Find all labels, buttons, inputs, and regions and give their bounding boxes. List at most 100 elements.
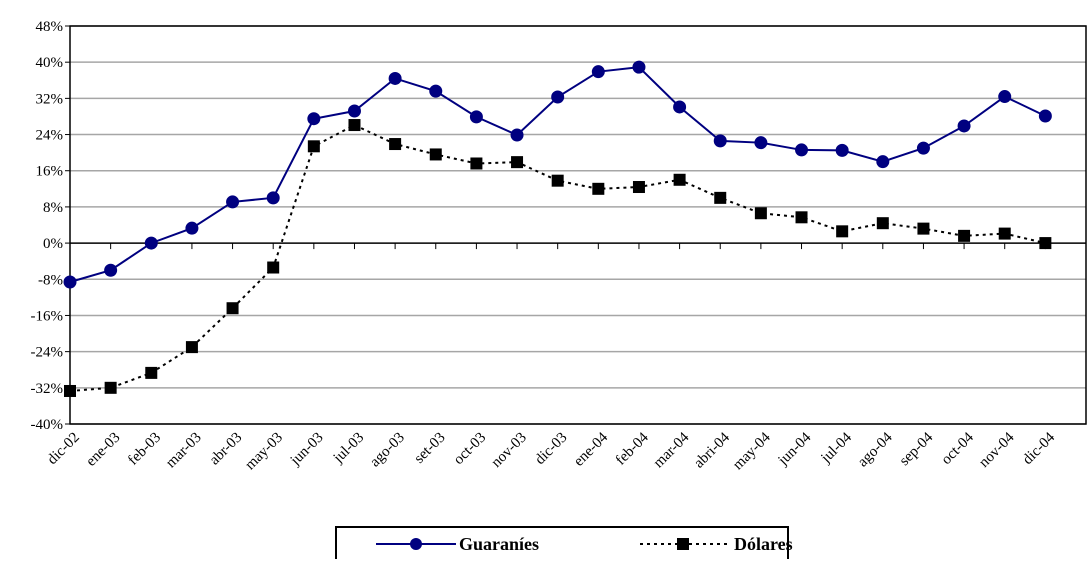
data-point xyxy=(347,104,361,118)
data-point xyxy=(185,221,199,235)
axes xyxy=(65,25,1087,425)
x-tick-label: jun-03 xyxy=(287,430,327,470)
data-point xyxy=(63,275,77,289)
y-tick-label: 32% xyxy=(36,91,64,107)
plot-frame xyxy=(69,25,1087,425)
data-point xyxy=(836,225,849,238)
data-point xyxy=(714,191,727,204)
x-tick-label: jul-03 xyxy=(330,430,367,467)
data-point xyxy=(632,60,646,74)
x-tick-label: ene-04 xyxy=(571,429,612,470)
data-point xyxy=(673,173,686,186)
data-point xyxy=(1038,109,1052,123)
x-tick-label: jun-04 xyxy=(775,429,815,469)
data-point xyxy=(835,143,849,157)
x-tick-label: abri-04 xyxy=(691,429,733,471)
data-point xyxy=(958,229,971,242)
data-point xyxy=(713,134,727,148)
data-point xyxy=(104,381,117,394)
data-point xyxy=(185,341,198,354)
data-point xyxy=(632,181,645,194)
y-tick-label: 0% xyxy=(43,236,63,252)
y-tick-label: -24% xyxy=(31,345,64,361)
y-tick-label: -40% xyxy=(31,417,64,433)
data-point xyxy=(876,155,890,169)
x-tick-label: dic-03 xyxy=(532,430,570,468)
data-point xyxy=(795,143,809,157)
x-tick-label: nov-04 xyxy=(976,429,1018,471)
data-point xyxy=(876,217,889,230)
data-point xyxy=(754,136,768,150)
gridlines xyxy=(70,25,1086,425)
data-point xyxy=(266,191,280,205)
legend-label-dolares: Dólares xyxy=(734,534,793,554)
data-point xyxy=(754,207,767,220)
data-point xyxy=(916,141,930,155)
data-point xyxy=(64,384,76,397)
y-tick-label: 48% xyxy=(36,19,64,35)
data-point xyxy=(957,119,971,133)
data-point xyxy=(226,302,239,315)
data-point xyxy=(429,148,442,161)
data-point xyxy=(389,138,402,151)
x-tick-label: may-03 xyxy=(242,430,286,474)
x-tick-label: dic-04 xyxy=(1020,429,1059,468)
data-point xyxy=(998,227,1011,240)
legend-label-guaranies: Guaraníes xyxy=(459,534,539,554)
data-point xyxy=(226,195,240,209)
y-tick-label: -32% xyxy=(31,381,64,397)
data-point xyxy=(307,140,320,153)
data-point xyxy=(673,100,687,114)
data-point xyxy=(795,211,808,224)
data-series xyxy=(63,60,1052,397)
y-axis-tick-labels: 48% 40% 32% 24% 16% 8% 0% -8% -16% -24% -32% -40% xyxy=(31,19,64,433)
data-point xyxy=(388,71,402,85)
legend-marker-dolares xyxy=(677,538,689,550)
x-tick-label: set-03 xyxy=(411,430,448,467)
data-point xyxy=(307,112,321,126)
y-tick-label: -8% xyxy=(38,272,63,288)
y-tick-label: 8% xyxy=(43,200,63,216)
x-tick-label: jul-04 xyxy=(818,429,856,467)
data-point xyxy=(592,182,605,195)
x-tick-label: may-04 xyxy=(730,429,774,473)
data-point xyxy=(511,156,524,169)
x-tick-label: ene-03 xyxy=(83,430,123,470)
data-point xyxy=(1039,237,1052,250)
x-tick-label: ago-03 xyxy=(367,430,408,471)
legend-marker-guaranies xyxy=(410,538,422,550)
x-tick-label: oct-03 xyxy=(451,430,489,468)
data-point xyxy=(917,222,930,235)
y-tick-label: 24% xyxy=(36,128,64,144)
data-point xyxy=(470,157,483,170)
data-point xyxy=(145,366,158,379)
x-tick-label: ago-04 xyxy=(855,429,896,470)
x-tick-label: mar-04 xyxy=(651,429,693,471)
x-tick-label: sep-04 xyxy=(897,429,937,469)
x-tick-label: oct-04 xyxy=(938,429,977,468)
x-tick-label: mar-03 xyxy=(163,430,205,472)
data-point xyxy=(144,236,158,250)
x-tick-label: dic-02 xyxy=(44,430,82,468)
y-tick-label: 40% xyxy=(36,55,64,71)
data-point xyxy=(998,90,1012,104)
x-tick-label: nov-03 xyxy=(489,430,530,471)
x-tick-label: feb-03 xyxy=(125,430,164,469)
data-point xyxy=(551,90,565,104)
data-point xyxy=(510,128,524,142)
y-tick-label: -16% xyxy=(31,308,64,324)
data-point xyxy=(591,65,605,79)
x-tick-label: feb-04 xyxy=(613,429,652,468)
data-point xyxy=(104,263,118,277)
data-point xyxy=(267,261,280,274)
y-tick-label: 16% xyxy=(36,164,64,180)
data-point xyxy=(429,84,443,98)
data-point xyxy=(551,174,564,187)
x-tick-label: abr-03 xyxy=(207,430,246,469)
data-point xyxy=(348,119,361,132)
legend: Guaraníes Dólares xyxy=(335,526,793,562)
data-point xyxy=(469,110,483,124)
